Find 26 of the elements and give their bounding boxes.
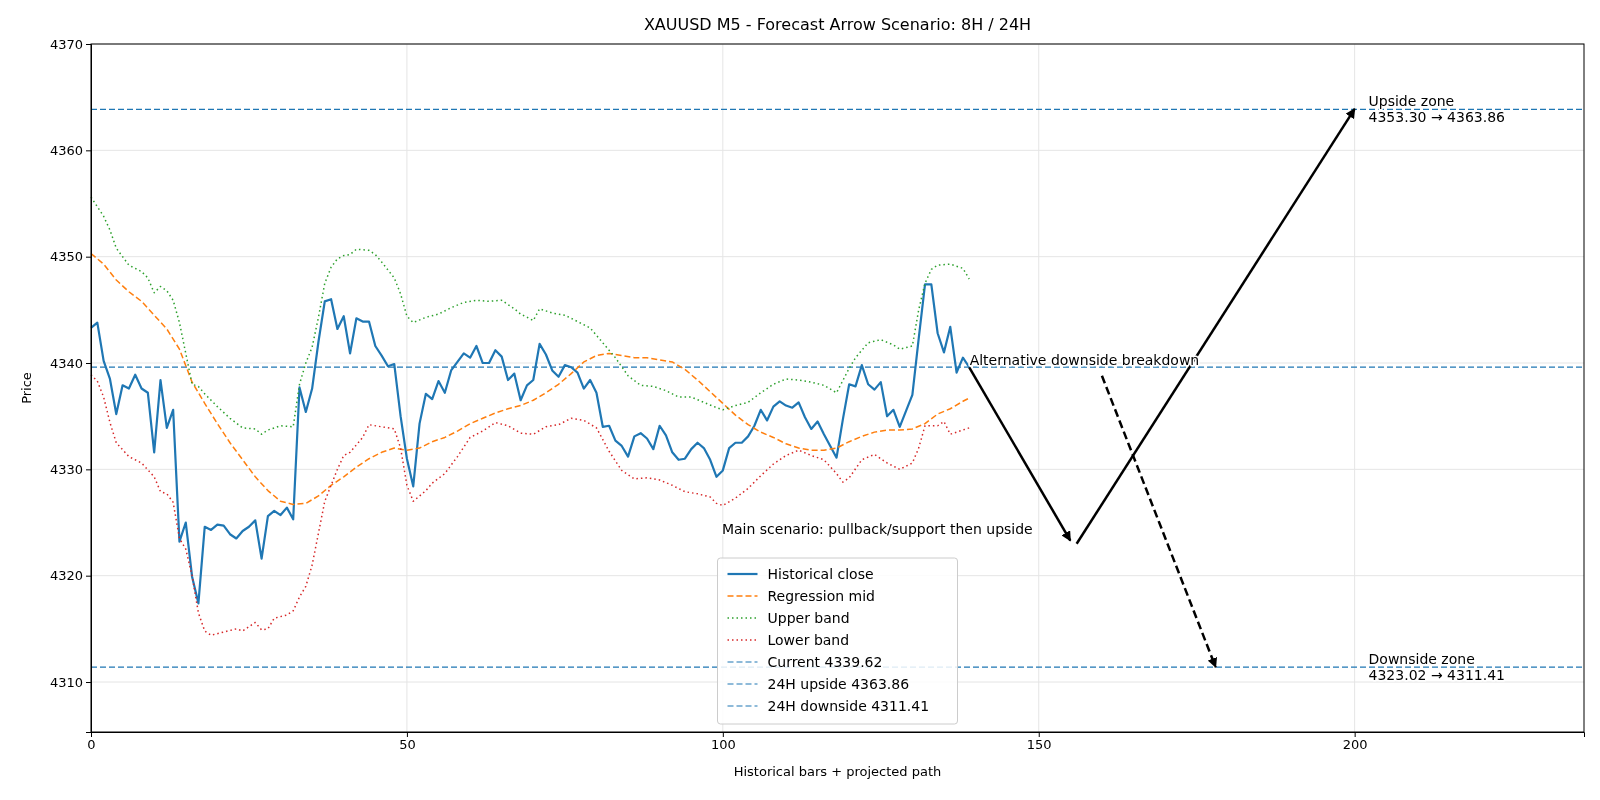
- x-tick-label: 50: [399, 737, 416, 753]
- legend-label: Current 4339.62: [767, 654, 883, 670]
- x-tick-label: 150: [1026, 737, 1052, 753]
- chart-title: XAUUSD M5 - Forecast Arrow Scenario: 8H / 24H: [643, 15, 1032, 34]
- legend-label: 24H downside 4311.41: [767, 698, 930, 714]
- y-tick-label: 4350: [49, 249, 83, 265]
- legend-label: Historical close: [767, 566, 874, 582]
- legend-label: Regression mid: [767, 588, 875, 604]
- annotation: Downside zone 4323.02 → 4311.41: [1368, 651, 1505, 684]
- y-tick-label: 4320: [49, 568, 83, 584]
- y-tick-label: 4330: [49, 462, 83, 478]
- legend-label: Upper band: [767, 610, 850, 626]
- x-tick-label: 200: [1342, 737, 1368, 753]
- x-axis-title: Historical bars + projected path: [733, 764, 942, 779]
- y-axis-title: Price: [19, 372, 34, 404]
- x-tick-label: 100: [710, 737, 736, 753]
- annotation: Upside zone 4353.30 → 4363.86: [1368, 93, 1506, 126]
- legend-label: 24H upside 4363.86: [767, 676, 910, 692]
- y-tick-label: 4340: [49, 355, 83, 371]
- legend-label: Lower band: [767, 632, 850, 648]
- x-tick-label: 0: [87, 737, 96, 753]
- annotation: Main scenario: pullback/support then upside: [721, 520, 1033, 537]
- y-tick-label: 4360: [49, 143, 83, 158]
- y-tick-label: 4310: [49, 674, 83, 690]
- y-tick-label: 4370: [49, 36, 83, 52]
- line-series: [90, 252, 970, 506]
